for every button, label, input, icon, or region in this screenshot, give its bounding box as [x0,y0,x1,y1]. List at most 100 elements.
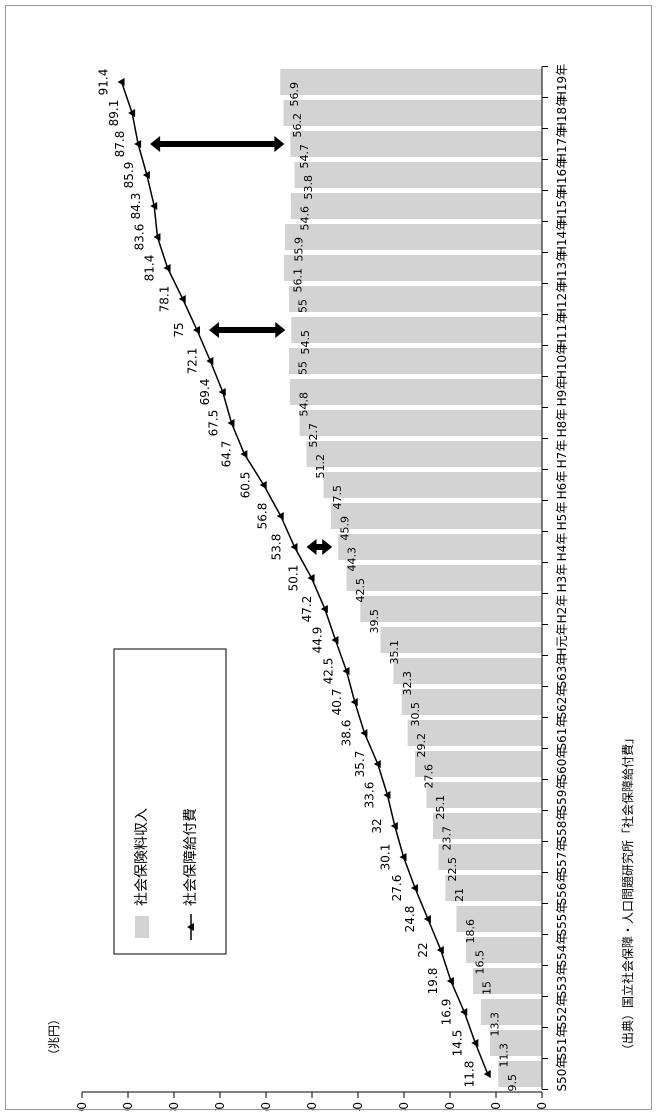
bar-label-H14年: 55.9 [292,237,305,262]
line-label-S56年: 27.6 [390,875,404,902]
bar-label-S63年: 32.3 [401,671,414,696]
legend-box [113,648,227,955]
line-label-H4年: 53.8 [270,534,284,561]
category-label-S57年: S57年 [555,840,569,875]
bar-label-S57年: 22.5 [446,857,459,882]
bar-label-H元年: 35.1 [388,640,401,665]
bar-label-S62年: 30.5 [409,702,422,727]
value-tick-label-70: 70 [213,1102,227,1111]
line-value-labels: 11.8 14.5 16.9 19.8 22 24.8 27.6 30.1 32 33.6 35.7… [97,69,477,1088]
line-point-H18年 [128,109,136,117]
line-label-H5年: 56.8 [256,503,270,530]
legend-label-bar: 社会保険料収入 [134,808,150,906]
category-label-H13年: H13年 [555,250,569,286]
line-label-S61年: 38.6 [339,720,353,747]
bar-S51年 [490,1030,542,1056]
bar-H元年 [380,627,542,653]
line-point-S53年 [446,977,454,985]
value-tick-label-30: 30 [397,1102,411,1111]
source-note: （出典）国立社会保障・人口問題研究所「社会保障給付費」 [620,732,635,1056]
line-point-S56年 [411,884,419,892]
bar-H14年 [284,224,542,250]
bar-S61年 [407,720,542,746]
legend: 社会保険料収入 社会保障給付費 [113,648,227,955]
bar-label-H13年: 56.1 [291,268,304,293]
bar-label-H16年: 53.8 [302,175,315,200]
line-label-H9年: 69.4 [198,379,212,406]
bar-label-S52年: 13.3 [488,1012,501,1037]
bar-label-H8年: 52.7 [307,423,320,448]
category-label-S54年: S54年 [555,933,569,968]
bar-S53年 [473,968,542,994]
bar-S50年 [498,1061,542,1087]
category-label-H18年: H18年 [555,95,569,131]
bar-label-S61年: 29.2 [415,733,428,758]
line-point-S54年 [436,946,444,954]
line-point-H10年 [206,357,214,365]
line-label-H15年: 84.3 [129,193,143,220]
line-point-H9年 [218,388,226,396]
bar-label-S53年: 15 [481,981,494,995]
line-label-H19年: 91.4 [97,69,111,96]
value-tick-label-20: 20 [443,1102,457,1111]
bar-value-labels: 9.5 11.3 13.3 15 16.5 18.6 21 22.5 23.7 25.1 27.6 2… [288,82,519,1092]
bar-H2年 [360,596,542,622]
bar-label-H3年: 42.5 [354,578,367,603]
line-point-H13年 [163,264,171,272]
bar-H7年 [306,441,542,467]
bar-label-H7年: 51.2 [314,454,327,479]
chart-frame: 9.5 11.3 13.3 15 16.5 18.6 21 22.5 23.7 25.1 27.6 2… [5,5,652,1111]
line-label-H3年: 50.1 [287,565,301,592]
value-tick-label-50: 50 [305,1102,319,1111]
line-point-H5年 [276,512,284,520]
bar-label-H19年: 56.9 [288,82,301,107]
bar-H17年 [290,131,542,157]
bar-label-S58年: 23.7 [440,826,453,851]
bar-label-H17年: 54.7 [298,144,311,169]
category-label-S56年: S56年 [555,871,569,906]
value-tick-label-10: 10 [489,1102,503,1111]
bar-S56年 [445,875,542,901]
bar-label-S54年: 16.5 [474,950,487,975]
line-point-H19年 [117,78,125,86]
category-label-S53年: S53年 [555,964,569,999]
line-label-S50年: 11.8 [463,1061,477,1088]
category-label-S63年: S63年 [555,654,569,689]
line-label-H14年: 83.6 [132,224,146,251]
category-label-S59年: S59年 [555,778,569,813]
line-point-S62年 [350,698,358,706]
line-point-S52年 [460,1008,468,1016]
line-label-S57年: 30.1 [379,844,393,871]
line-point-H3年 [307,574,315,582]
bar-S55年 [456,906,542,932]
value-axis: 0 10 20 30 40 50 60 70 80 90 100 （兆円） [47,1013,549,1111]
line-point-H6年 [259,481,267,489]
line-label-S63年: 42.5 [322,658,336,685]
category-label-H17年: H17年 [555,126,569,162]
line-label-S53年: 19.8 [426,968,440,995]
line-point-S57年 [399,853,407,861]
bar-S63年 [393,658,542,684]
gap-arrow-H4年 [306,539,333,555]
bar-label-H12年: 55 [297,299,310,313]
line-label-S54年: 22 [416,942,430,957]
bar-H11年 [291,317,542,343]
category-label-H元年: H元年 [555,623,569,656]
bar-series [280,69,542,1087]
category-label-H9年: H9年 [555,378,569,407]
bar-H4年 [338,534,542,560]
value-tick-label-40: 40 [351,1102,365,1111]
bar-S52年 [480,999,542,1025]
bar-label-H15年: 54.6 [298,206,311,231]
bar-label-H9年: 54.8 [297,392,310,417]
category-axis: S50年S51年S52年S53年S54年S55年S56年S57年S58年S59年… [541,64,569,1091]
bar-H19年 [280,69,542,95]
line-point-S58年 [390,822,398,830]
line-point-S51年 [471,1039,479,1047]
notes: （出典）国立社会保障・人口問題研究所「社会保障給付費」 [620,732,635,1056]
bar-H15年 [290,193,542,219]
line-label-S59年: 33.6 [362,782,376,809]
line-point-H15年 [150,202,158,210]
line-label-H13年: 81.4 [143,255,157,282]
category-label-H3年: H3年 [555,564,569,593]
